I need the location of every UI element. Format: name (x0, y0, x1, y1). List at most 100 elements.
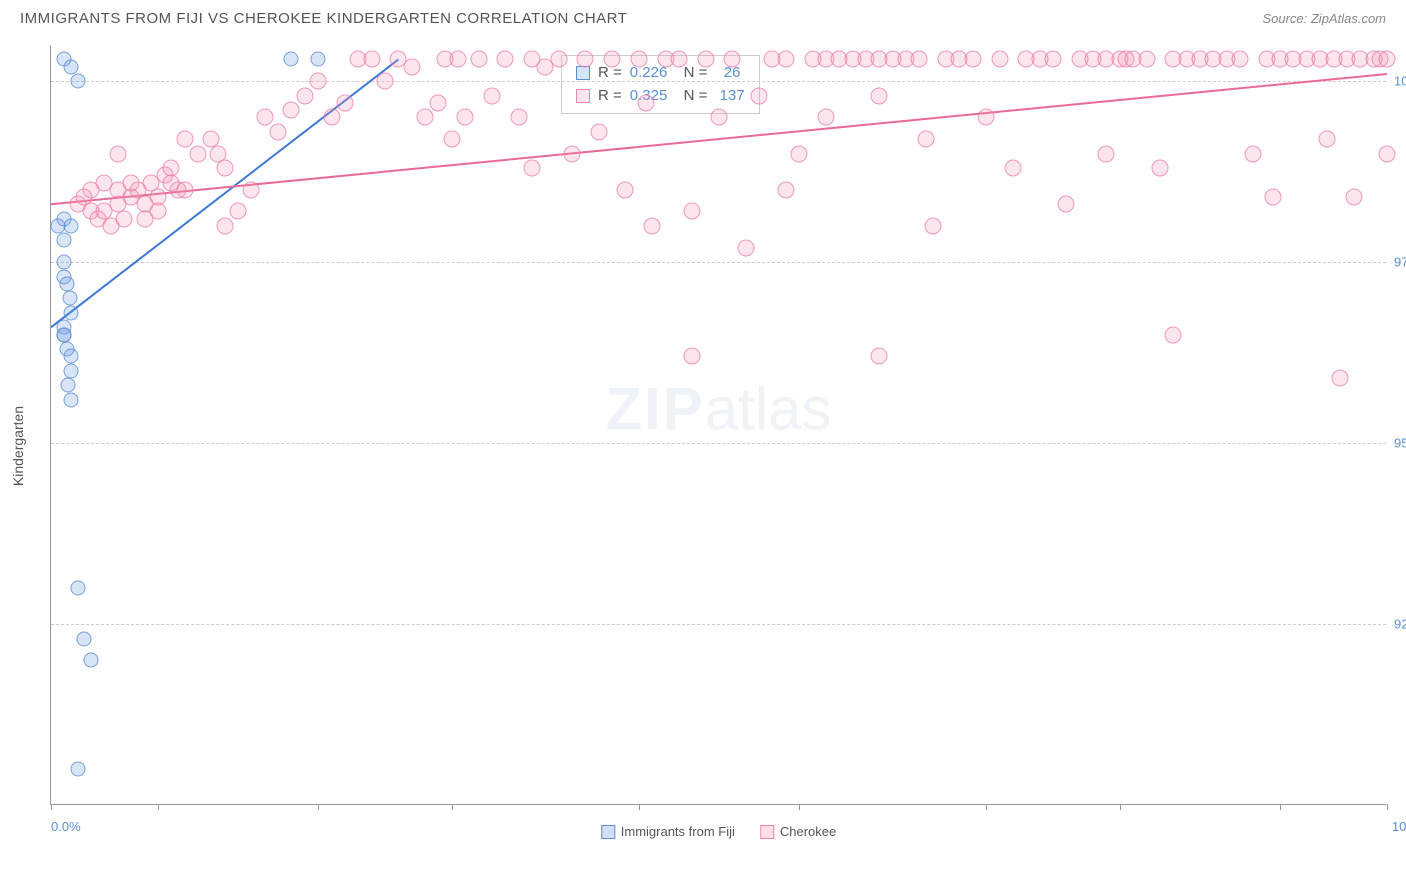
data-point-cherokee (216, 217, 233, 234)
stats-swatch-icon (576, 89, 590, 103)
stats-n-value: 137 (715, 85, 744, 108)
data-point-cherokee (116, 210, 133, 227)
y-tick-label: 97.5% (1394, 255, 1406, 270)
data-point-fiji (61, 378, 76, 393)
data-point-fiji (64, 363, 79, 378)
data-point-cherokee (604, 51, 621, 68)
data-point-cherokee (443, 131, 460, 148)
data-point-cherokee (1004, 160, 1021, 177)
gridline-horizontal (51, 624, 1386, 625)
data-point-cherokee (911, 51, 928, 68)
y-tick-label: 92.5% (1394, 617, 1406, 632)
scatter-chart: ZIPatlas R = 0.226 N = 26 R = 0.325 N = … (50, 45, 1386, 805)
data-point-fiji (50, 218, 65, 233)
data-point-cherokee (136, 210, 153, 227)
data-point-cherokee (684, 348, 701, 365)
data-point-cherokee (637, 94, 654, 111)
data-point-cherokee (336, 94, 353, 111)
data-point-cherokee (918, 131, 935, 148)
x-tick (318, 804, 319, 810)
watermark-text: ZIPatlas (605, 375, 831, 444)
x-tick (452, 804, 453, 810)
data-point-fiji (64, 59, 79, 74)
data-point-fiji (62, 291, 77, 306)
data-point-cherokee (216, 160, 233, 177)
data-point-cherokee (450, 51, 467, 68)
data-point-cherokee (1165, 326, 1182, 343)
stats-row-cherokee: R = 0.325 N = 137 (576, 85, 745, 108)
data-point-cherokee (617, 181, 634, 198)
data-point-cherokee (189, 145, 206, 162)
data-point-cherokee (83, 181, 100, 198)
x-tick (639, 804, 640, 810)
y-tick-label: 100.0% (1394, 74, 1406, 89)
data-point-cherokee (1332, 369, 1349, 386)
data-point-cherokee (123, 174, 140, 191)
data-point-fiji (284, 52, 299, 67)
data-point-fiji (64, 392, 79, 407)
x-tick (1120, 804, 1121, 810)
data-point-fiji (57, 327, 72, 342)
data-point-cherokee (1138, 51, 1155, 68)
data-point-cherokee (1098, 145, 1115, 162)
data-point-cherokee (564, 145, 581, 162)
data-point-cherokee (323, 109, 340, 126)
data-point-cherokee (483, 87, 500, 104)
data-point-cherokee (697, 51, 714, 68)
data-point-cherokee (149, 189, 166, 206)
data-point-cherokee (1232, 51, 1249, 68)
data-point-cherokee (924, 217, 941, 234)
legend-label: Immigrants from Fiji (621, 824, 735, 839)
stats-swatch-icon (576, 66, 590, 80)
stats-n-label: N = (675, 85, 707, 108)
chart-title: IMMIGRANTS FROM FIJI VS CHEROKEE KINDERG… (20, 10, 627, 27)
data-point-cherokee (577, 51, 594, 68)
data-point-cherokee (363, 51, 380, 68)
data-point-cherokee (256, 109, 273, 126)
x-tick (1280, 804, 1281, 810)
legend-swatch-icon (760, 825, 774, 839)
y-axis-label: Kindergarten (10, 406, 26, 486)
gridline-horizontal (51, 443, 1386, 444)
data-point-cherokee (684, 203, 701, 220)
data-point-cherokee (817, 109, 834, 126)
stats-r-label: R = (598, 85, 622, 108)
data-point-cherokee (991, 51, 1008, 68)
data-point-cherokee (751, 87, 768, 104)
data-point-cherokee (871, 87, 888, 104)
data-point-cherokee (1151, 160, 1168, 177)
data-point-cherokee (1345, 189, 1362, 206)
data-point-cherokee (550, 51, 567, 68)
trendlines-layer (51, 45, 1387, 805)
data-point-cherokee (270, 123, 287, 140)
x-tick (1387, 804, 1388, 810)
data-point-cherokee (777, 51, 794, 68)
data-point-fiji (64, 349, 79, 364)
x-tick (986, 804, 987, 810)
data-point-cherokee (283, 102, 300, 119)
source-attribution: Source: ZipAtlas.com (1262, 11, 1386, 26)
data-point-cherokee (1045, 51, 1062, 68)
data-point-fiji (311, 52, 326, 67)
data-point-cherokee (711, 109, 728, 126)
data-point-fiji (70, 580, 85, 595)
data-point-cherokee (510, 109, 527, 126)
data-point-cherokee (310, 73, 327, 90)
legend-label: Cherokee (780, 824, 836, 839)
x-tick (799, 804, 800, 810)
data-point-fiji (64, 218, 79, 233)
data-point-fiji (77, 631, 92, 646)
data-point-cherokee (176, 131, 193, 148)
data-point-cherokee (403, 58, 420, 75)
data-point-cherokee (296, 87, 313, 104)
data-point-fiji (70, 74, 85, 89)
data-point-cherokee (777, 181, 794, 198)
data-point-cherokee (1379, 145, 1396, 162)
data-point-fiji (57, 255, 72, 270)
legend-item: Immigrants from Fiji (601, 824, 735, 839)
data-point-cherokee (1245, 145, 1262, 162)
data-point-cherokee (1379, 51, 1396, 68)
data-point-cherokee (109, 145, 126, 162)
x-tick (158, 804, 159, 810)
data-point-cherokee (377, 73, 394, 90)
